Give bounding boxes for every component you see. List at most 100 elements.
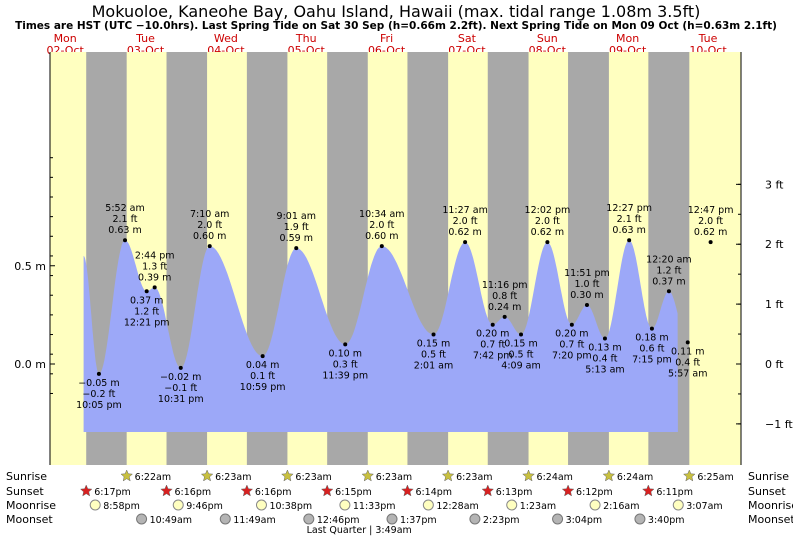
moonset-time: 2:23pm — [483, 515, 520, 526]
moonset-label-left: Moonset — [6, 513, 53, 526]
extreme-ft: 0.4 ft — [592, 353, 617, 364]
extreme-dot — [602, 336, 607, 341]
extreme-dot — [260, 354, 265, 359]
right-tick-label: 2 ft — [765, 238, 784, 251]
right-tick-label: 0 ft — [765, 358, 784, 371]
day-name: Mon — [616, 32, 639, 45]
extreme-time: 2:44 pm — [135, 250, 175, 261]
right-tick-label: 3 ft — [765, 178, 784, 191]
sunset-star-icon — [401, 484, 414, 497]
extreme-ft: 0.5 ft — [508, 350, 533, 361]
sunrise-star-icon — [602, 469, 616, 482]
extreme-time: 4:09 am — [501, 361, 540, 372]
sunset-time: 6:16pm — [175, 487, 212, 498]
extreme-dot — [502, 314, 507, 319]
chart-subtitle: Times are HST (UTC −10.0hrs). Last Sprin… — [15, 20, 777, 32]
right-tick-label: 1 ft — [765, 298, 784, 311]
moonrise-icon — [339, 499, 351, 511]
extreme-high-6: 7:10 am2.0 ft0.60 m — [190, 209, 229, 249]
sunrise-time: 6:24am — [537, 472, 573, 483]
extreme-m: 0.37 m — [652, 276, 685, 287]
left-tick-label: 0.0 m — [14, 358, 46, 371]
sunrise-time: 6:25am — [697, 472, 733, 483]
moonrise-icon — [506, 499, 518, 511]
extreme-high-18: 11:51 pm1.0 ft0.30 m — [564, 268, 610, 308]
extreme-ft: 1.0 ft — [574, 279, 599, 290]
extreme-time: 10:31 pm — [158, 394, 204, 405]
extreme-m: 0.04 m — [246, 360, 279, 371]
extreme-dot — [545, 240, 550, 245]
sunrise-time: 6:23am — [215, 472, 251, 483]
extreme-time: 11:51 pm — [564, 268, 610, 279]
right-tick-label: −1 ft — [765, 418, 793, 431]
moonset-time: 3:40pm — [648, 515, 685, 526]
moonrise-icon — [589, 499, 601, 511]
extreme-high-2: 5:52 am2.1 ft0.63 m — [105, 203, 145, 243]
extreme-ft: 2.0 ft — [535, 216, 560, 227]
sunrise-star-icon — [441, 469, 455, 482]
sunrise-time: 6:23am — [295, 472, 331, 483]
extreme-ft: −0.2 ft — [82, 389, 115, 400]
sunset-star-icon — [79, 484, 93, 497]
sunset-label-right: Sunset — [748, 485, 786, 498]
moonrise-time: 11:33pm — [353, 501, 396, 512]
sunset-star-icon — [240, 484, 254, 497]
extreme-ft: 2.0 ft — [197, 220, 222, 231]
extreme-m: 0.37 m — [130, 295, 163, 306]
extreme-low-11: 0.15 m0.5 ft2:01 am — [414, 332, 453, 372]
extreme-m: 0.20 m — [555, 329, 588, 340]
extreme-m: 0.15 m — [504, 339, 537, 350]
day-name: Tue — [698, 32, 718, 45]
extreme-ft: 2.1 ft — [112, 214, 137, 225]
left-tick-label: 0.5 m — [14, 260, 46, 273]
moonset-icon — [469, 513, 481, 525]
sunset-time: 6:13pm — [496, 487, 533, 498]
sunset-time: 6:17pm — [94, 487, 131, 498]
sunset-star-icon — [320, 484, 334, 497]
moonset-time: 10:49am — [150, 515, 192, 526]
moonset-label-right: Moonset — [748, 513, 793, 526]
sunrise-star-icon — [361, 469, 375, 482]
extreme-dot — [379, 244, 384, 249]
extreme-dot — [627, 238, 632, 243]
extreme-low-13: 0.20 m0.7 ft7:42 pm — [473, 322, 513, 362]
extreme-dot — [463, 240, 468, 245]
extreme-m: 0.10 m — [329, 348, 362, 359]
extreme-time: 11:39 pm — [322, 370, 368, 381]
extreme-ft: 1.2 ft — [134, 306, 159, 317]
extreme-ft: 1.2 ft — [656, 265, 681, 276]
moonset-icon — [136, 513, 148, 525]
sunset-time: 6:12pm — [576, 487, 613, 498]
extreme-dot — [490, 322, 495, 327]
extreme-ft: 0.7 ft — [480, 340, 505, 351]
extreme-dot — [96, 371, 101, 376]
extreme-m: 0.11 m — [671, 346, 704, 357]
extreme-time: 7:15 pm — [632, 355, 672, 366]
extreme-dot — [649, 326, 654, 331]
moonrise-label-right: Moonrise — [748, 499, 793, 512]
extreme-dot — [431, 332, 436, 337]
extreme-high-16: 12:02 pm2.0 ft0.62 m — [525, 205, 570, 245]
extreme-time: 12:20 am — [646, 254, 691, 265]
sunrise-star-icon — [120, 469, 134, 482]
extreme-ft: 2.0 ft — [369, 220, 394, 231]
extreme-ft: 1.3 ft — [142, 261, 167, 272]
sunrise-star-icon — [522, 469, 535, 482]
day-name: Tue — [135, 32, 155, 45]
extreme-high-22: 12:20 am1.2 ft0.37 m — [646, 254, 692, 294]
moonrise-time: 1:23am — [520, 501, 556, 512]
moonset-icon — [219, 513, 231, 525]
chart-title: Mokuoloe, Kaneohe Bay, Oahu Island, Hawa… — [92, 2, 701, 21]
axes: 0.0 m 0.5 m −1 ft 0 ft 1 ft 2 ft 3 ft — [14, 52, 793, 465]
sunrise-time: 6:23am — [376, 472, 412, 483]
extreme-high-10: 10:34 am2.0 ft0.60 m — [359, 209, 405, 249]
extreme-ft: 2.1 ft — [617, 214, 642, 225]
extreme-ft: 0.3 ft — [333, 359, 358, 370]
day-name: Mon — [54, 32, 77, 45]
extreme-ft: 0.7 ft — [559, 340, 584, 351]
